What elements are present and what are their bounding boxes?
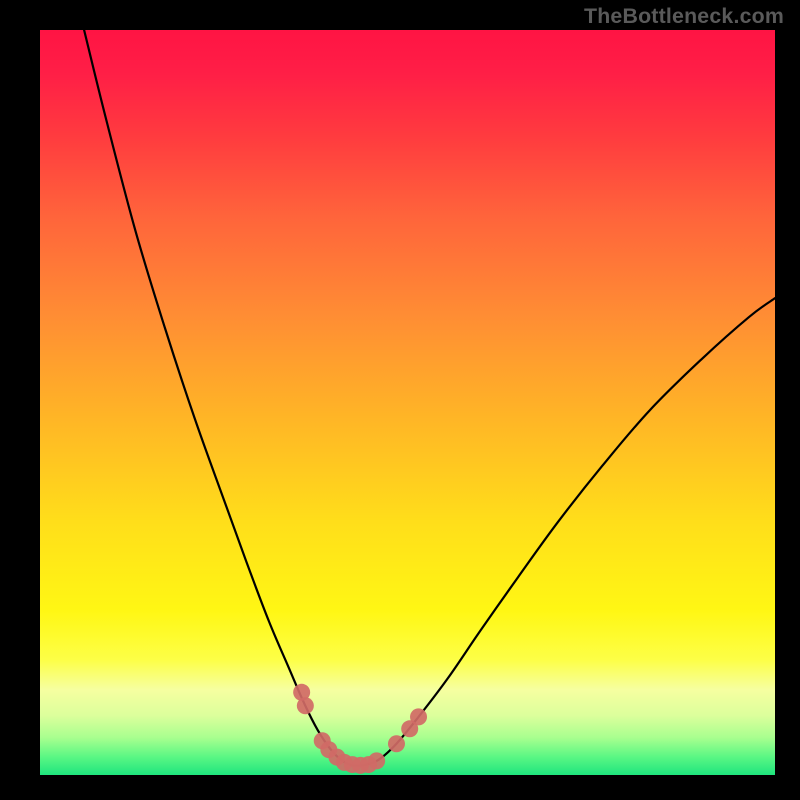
plot-svg: [40, 30, 775, 775]
curve-right: [363, 298, 775, 765]
chart-container: TheBottleneck.com: [0, 0, 800, 800]
curve-left: [84, 30, 363, 766]
watermark-label: TheBottleneck.com: [584, 4, 784, 29]
marker-point: [388, 735, 405, 752]
marker-point: [297, 697, 314, 714]
marker-point: [368, 752, 385, 769]
marker-point: [410, 708, 427, 725]
plot-frame: [40, 30, 775, 775]
